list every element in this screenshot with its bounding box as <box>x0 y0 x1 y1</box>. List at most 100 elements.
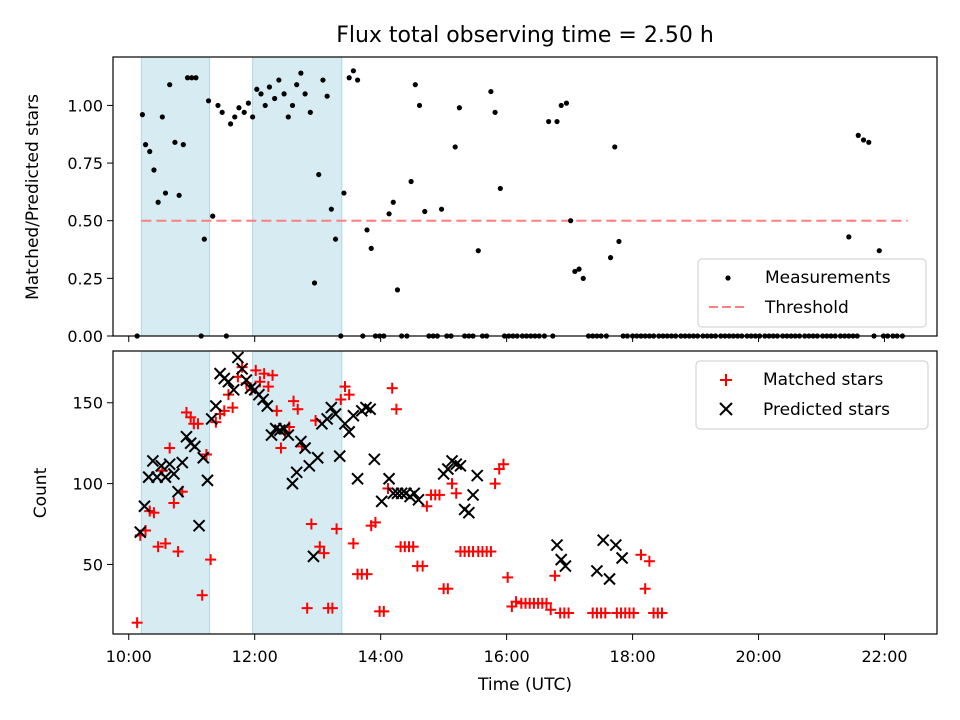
measurement-point <box>245 100 252 106</box>
matched-star-point <box>196 589 208 601</box>
measurement-point <box>298 70 304 76</box>
predicted-star-point <box>408 487 421 500</box>
matched-star-point <box>485 546 497 558</box>
measurement-point <box>201 236 207 242</box>
predicted-star-point <box>244 381 257 395</box>
matched-star-point <box>361 568 373 580</box>
measurement-point <box>572 268 578 275</box>
panel-ratio: Flux total observing time = 2.50 h 0.00 0… <box>23 23 938 346</box>
measurement-point <box>151 167 157 173</box>
top-y-tick-label: 0.00 <box>67 327 103 346</box>
top-legend-box <box>697 258 927 328</box>
bottom-plot-frame <box>112 350 938 635</box>
predicted-star-point <box>265 428 278 442</box>
predicted-star-point <box>320 412 334 426</box>
measurement-point <box>266 84 273 90</box>
x-axis-label: Time (UTC) <box>477 675 572 695</box>
matched-star-point <box>236 361 248 373</box>
predicted-star-point <box>256 393 270 406</box>
predicted-star-point <box>286 477 299 490</box>
measurement-point <box>546 118 552 125</box>
matched-star-point <box>502 571 514 583</box>
matched-star-point <box>497 458 509 470</box>
matched-star-point <box>318 547 330 559</box>
predicted-star-point <box>188 440 202 453</box>
matched-star-point <box>250 364 262 376</box>
matched-star-point <box>172 546 184 558</box>
chart-title: Flux total observing time = 2.50 h <box>336 23 714 48</box>
measurement-point <box>416 102 423 109</box>
predicted-star-point <box>176 456 189 469</box>
measurement-point <box>422 208 428 215</box>
measurement-point <box>142 142 149 148</box>
measurement-point <box>350 68 356 74</box>
measurement-point <box>580 275 586 281</box>
matched-star-point <box>301 602 313 614</box>
bottom-x-ticks: 10:00 12:00 14:00 16:00 18:00 20:00 22:00 <box>106 634 908 666</box>
measurement-point <box>846 234 852 240</box>
predicted-star-point <box>559 559 572 573</box>
x-tick-label: 16:00 <box>484 647 530 666</box>
matched-star-point <box>635 549 647 561</box>
measurement-point <box>311 280 318 286</box>
predicted-star-point <box>466 488 480 502</box>
matched-star-point <box>164 442 176 454</box>
predicted-star-point <box>555 553 568 566</box>
predicted-star-point <box>375 495 388 508</box>
measurement-point <box>289 102 296 109</box>
measurement-point <box>386 211 392 217</box>
x-tick-label: 20:00 <box>735 647 781 666</box>
predicted-star-point <box>167 467 181 481</box>
measurement-point <box>563 100 570 106</box>
matched-star-point <box>343 389 355 401</box>
measurement-point <box>616 238 622 245</box>
predicted-star-point <box>363 403 377 416</box>
predicted-star-point <box>412 493 425 506</box>
predicted-star-point <box>342 425 356 439</box>
measurement-point <box>452 144 458 150</box>
predicted-star-point <box>450 457 463 471</box>
predicted-star-point <box>311 451 324 464</box>
measurement-point <box>328 206 334 212</box>
measurement-point <box>412 82 418 88</box>
measurement-point <box>368 245 374 251</box>
panel-counts: 50 100 150 10:00 12:00 14:00 16:00 18:00 20:00 2… <box>31 350 938 695</box>
matched-star-point <box>292 403 304 415</box>
predicted-star-point <box>294 435 308 448</box>
predicted-star-point <box>205 412 218 426</box>
top-y-tick-label: 1.00 <box>67 96 103 115</box>
observing-window <box>252 57 342 336</box>
matched-star-point <box>305 518 317 530</box>
measurement-point <box>227 121 234 127</box>
predicted-star-point <box>197 451 210 464</box>
matched-star-point <box>369 516 381 528</box>
predicted-star-point <box>609 538 623 552</box>
legend-threshold-label: Threshold <box>764 298 849 318</box>
measurement-point <box>492 109 498 115</box>
measurement-point <box>180 142 186 148</box>
observing-window-shading-bottom <box>140 351 343 634</box>
predicted-star-point <box>192 519 206 532</box>
matched-star-point <box>599 607 611 619</box>
matched-star-point <box>417 560 429 572</box>
predicted-star-point <box>596 533 610 547</box>
measurement-point <box>189 75 195 81</box>
measurement-point <box>558 102 564 109</box>
measurement-point <box>394 287 401 293</box>
measurement-point <box>316 171 322 178</box>
predicted-star-point <box>333 449 346 463</box>
top-plot-frame <box>112 56 938 337</box>
top-y-tick-label: 0.25 <box>67 269 103 288</box>
measurement-point <box>205 98 212 104</box>
matched-star-point <box>339 381 351 393</box>
predicted-star-point <box>235 362 249 375</box>
observing-window <box>252 351 342 634</box>
predicted-star-point <box>454 459 467 473</box>
matched-star-point <box>347 537 359 549</box>
measurement-point <box>281 91 287 97</box>
predicted-star-point <box>382 472 396 485</box>
measurement-point <box>302 91 308 97</box>
top-y-tick-label: 0.75 <box>67 154 103 173</box>
measurement-point <box>250 114 256 120</box>
measurement-point <box>219 109 225 115</box>
